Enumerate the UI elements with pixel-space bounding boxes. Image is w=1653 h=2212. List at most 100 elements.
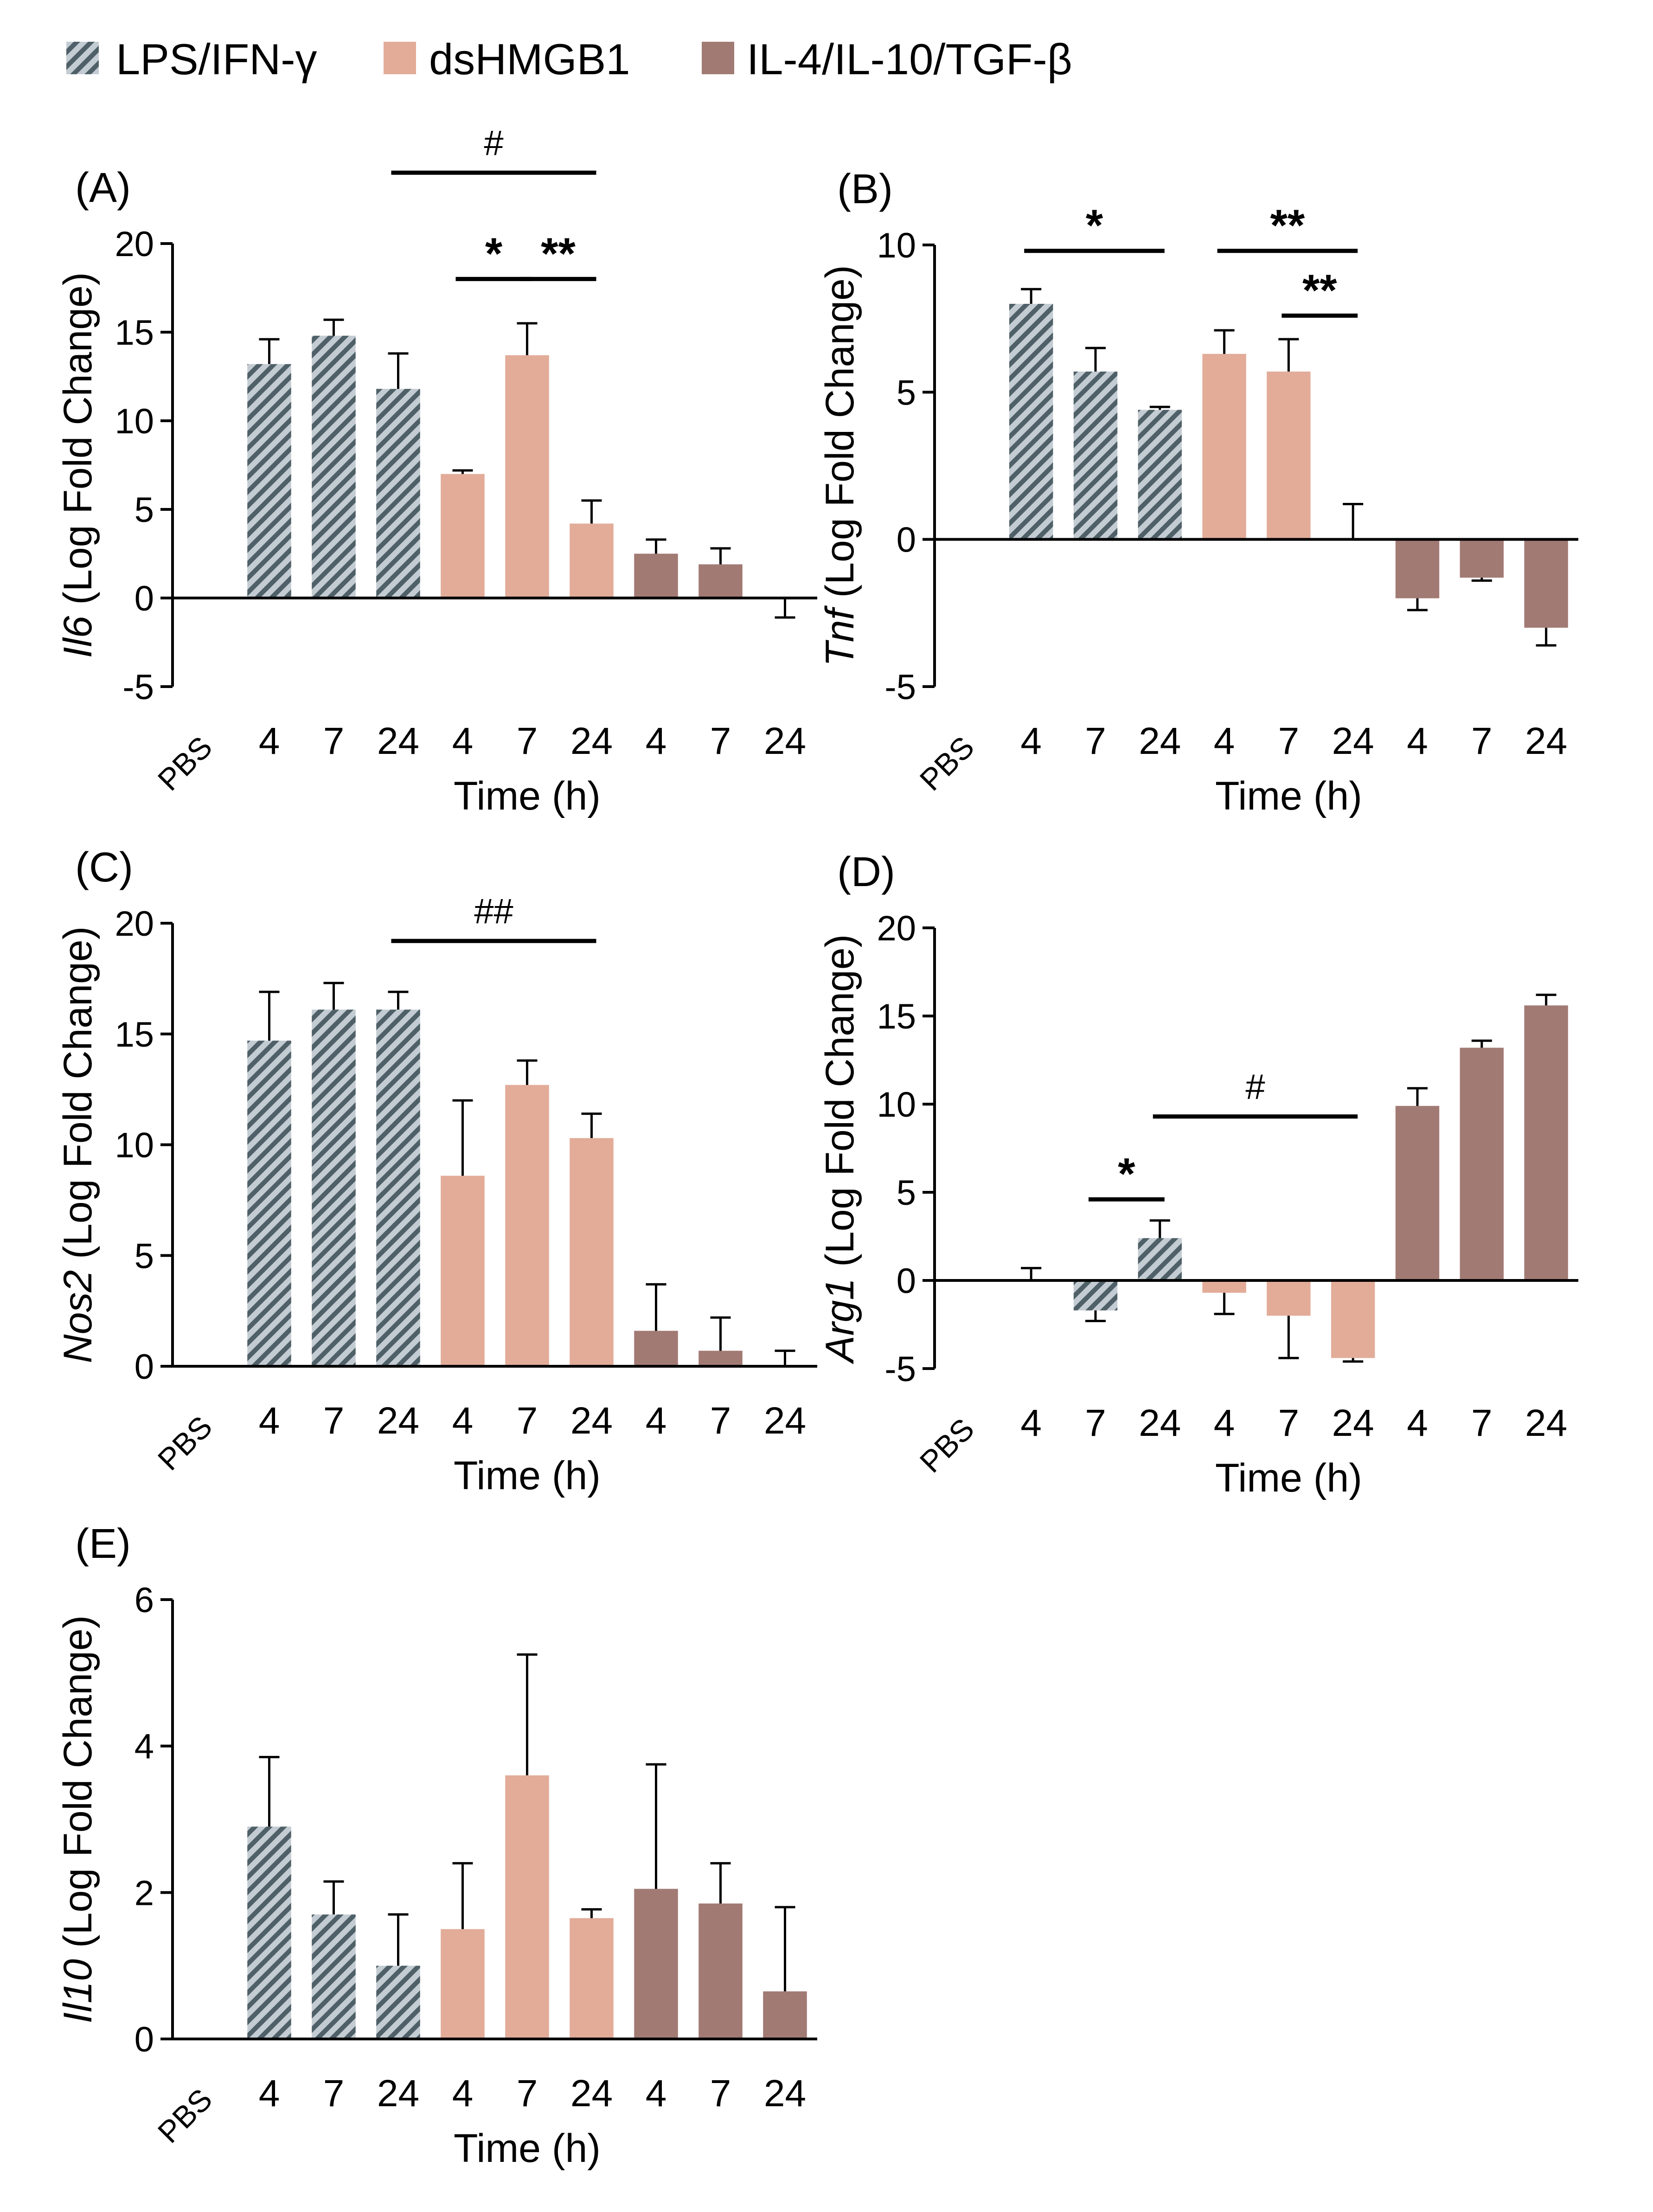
bar (698, 1350, 743, 1366)
x-tick-label: 4 (259, 720, 280, 762)
y-tick-label: 4 (135, 1727, 154, 1767)
y-tick-label: 0 (135, 2020, 154, 2059)
x-tick-label: PBS (913, 1412, 981, 1479)
bar (376, 1010, 420, 1366)
y-tick-label: 0 (135, 1347, 154, 1387)
y-axis-title: Il10 (Log Fold Change) (56, 1615, 100, 2024)
significance-label: * (1118, 1149, 1135, 1199)
x-tick-label: 7 (323, 2072, 345, 2115)
bar (505, 355, 549, 598)
x-axis-title: Time (h) (454, 1453, 601, 1498)
x-tick-label: 4 (452, 720, 474, 762)
x-tick-label: 7 (710, 720, 731, 762)
y-axis-title: Nos2 (Log Fold Change) (56, 926, 100, 1363)
significance-label: ** (541, 229, 576, 278)
bar (570, 1138, 614, 1366)
y-axis-title: Il6 (Log Fold Change) (56, 272, 100, 658)
y-tick-label: 20 (115, 225, 154, 264)
legend-swatch-il4 (702, 42, 734, 74)
y-tick-label: 20 (877, 909, 916, 948)
x-tick-label: 4 (452, 2072, 474, 2115)
bar (376, 1966, 420, 2039)
x-tick-label: PBS (151, 2082, 219, 2150)
x-tick-label: 24 (570, 1400, 613, 1442)
x-tick-label: 4 (259, 2072, 280, 2115)
panel-label: (C) (75, 844, 133, 891)
y-tick-label: 15 (877, 997, 916, 1036)
bar (1138, 410, 1182, 540)
x-tick-label: 4 (646, 2072, 667, 2115)
x-tick-label: 7 (517, 2072, 538, 2115)
bar (1395, 539, 1440, 598)
x-tick-label: 4 (1407, 720, 1428, 762)
bar (312, 1010, 356, 1366)
significance-label: ** (1270, 201, 1305, 251)
bar (1073, 1280, 1118, 1311)
bar (441, 1176, 485, 1366)
bar (247, 364, 291, 598)
x-tick-label: 7 (323, 1400, 345, 1442)
y-tick-label: 0 (135, 579, 154, 618)
y-tick-label: 5 (135, 1236, 154, 1276)
bar (312, 1914, 356, 2039)
bar (1202, 1280, 1246, 1293)
x-tick-label: 24 (570, 720, 613, 762)
x-tick-label: 7 (1278, 720, 1300, 762)
y-tick-label: 5 (897, 373, 916, 412)
x-tick-label: 24 (1139, 1402, 1181, 1444)
x-tick-label: 4 (452, 1400, 474, 1442)
y-tick-label: 2 (135, 1873, 154, 1913)
x-tick-label: 7 (517, 720, 538, 762)
legend-item-dshmgb1: dsHMGB1 (384, 35, 630, 84)
significance-label: # (1245, 1067, 1265, 1107)
x-tick-label: PBS (151, 1409, 219, 1477)
bar (570, 523, 614, 598)
y-tick-label: 10 (877, 226, 916, 265)
bar (1395, 1106, 1440, 1280)
bar (1138, 1238, 1182, 1280)
panel-label: (B) (837, 166, 893, 212)
x-tick-label: 4 (1214, 720, 1235, 762)
x-tick-label: 4 (646, 720, 667, 762)
bar (1524, 1005, 1568, 1280)
significance-label: ** (1302, 265, 1337, 315)
panel-C: (C) 0 5 10 15 20 Nos2 (Log Fold Change) PBS 4 7 24… (56, 844, 817, 1498)
bar (505, 1775, 549, 2039)
panel-label: (A) (75, 165, 131, 211)
bar (1202, 354, 1246, 540)
y-tick-label: -5 (884, 668, 916, 707)
y-tick-label: 0 (897, 1261, 916, 1301)
y-tick-label: 10 (115, 1126, 154, 1165)
x-tick-label: 4 (646, 1400, 667, 1442)
x-tick-label: 7 (1085, 720, 1106, 762)
x-tick-label: 24 (1332, 720, 1374, 762)
x-tick-label: 7 (1085, 1402, 1106, 1444)
bar (1267, 1280, 1311, 1316)
y-tick-label: 15 (115, 313, 154, 353)
x-tick-label: 4 (1214, 1402, 1235, 1444)
x-tick-label: 7 (1278, 1402, 1300, 1444)
bar (570, 1918, 614, 2039)
legend-item-lps: LPS/IFN-γ (66, 35, 317, 84)
x-tick-label: 24 (1525, 720, 1567, 762)
x-tick-label: 7 (517, 1400, 538, 1442)
x-tick-label: 7 (323, 720, 345, 762)
bar (634, 553, 678, 598)
bar (1460, 1048, 1504, 1280)
legend: LPS/IFN-γ dsHMGB1 IL-4/IL-10/TGF-β (66, 35, 1072, 84)
y-tick-label: 15 (115, 1015, 154, 1055)
bar (1524, 539, 1568, 628)
y-tick-label: 5 (897, 1173, 916, 1213)
x-tick-label: 7 (710, 1400, 731, 1442)
y-axis-title: Tnf (Log Fold Change) (818, 265, 862, 666)
x-tick-label: 24 (377, 1400, 419, 1442)
bar (1331, 1280, 1375, 1358)
y-axis-title: Arg1 (Log Fold Change) (818, 934, 862, 1365)
x-tick-label: 24 (764, 2072, 806, 2115)
bar (376, 389, 420, 598)
bar (441, 474, 485, 598)
y-tick-label: 20 (115, 904, 154, 944)
bar (441, 1929, 485, 2039)
